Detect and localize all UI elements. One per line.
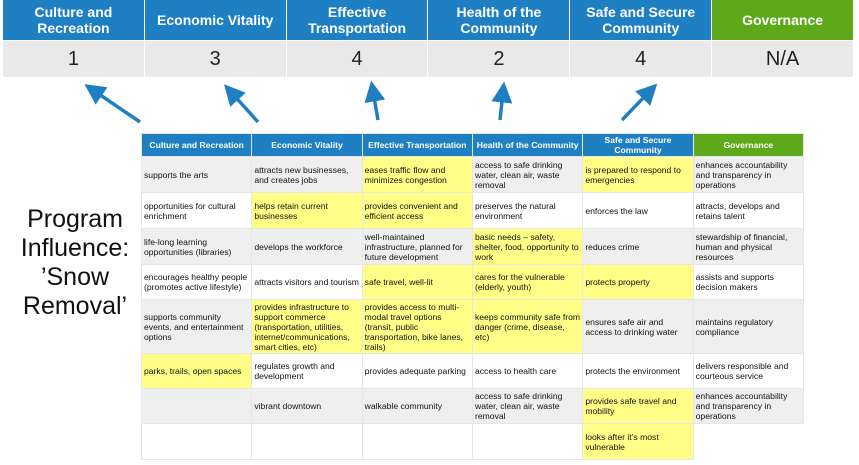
table-cell: enforces the law <box>582 192 694 229</box>
label-line: Removal’ <box>22 292 128 320</box>
arrow-icon <box>620 83 658 122</box>
table-cell: enhances accountability and transparency… <box>692 156 805 193</box>
table-row: encourages healthy people (promotes acti… <box>140 264 805 300</box>
score-value: N/A <box>712 40 854 77</box>
table-cell: attracts, develops and retains talent <box>692 192 805 229</box>
table-cell: safe travel, well-lit <box>361 264 473 300</box>
arrow-icon <box>491 81 513 121</box>
table-cell: preserves the natural environment <box>471 192 584 229</box>
score-value: 1 <box>3 40 145 77</box>
table-cell: delivers responsible and courteous servi… <box>692 353 805 389</box>
table-row: vibrant downtown walkable community access… <box>140 388 805 424</box>
table-cell: provides infrastructure to support comme… <box>251 299 363 354</box>
table-cell: assists and supports decision makers <box>692 264 805 300</box>
table-header-economic-vitality: Economic Vitality <box>251 133 363 157</box>
table-cell: well-maintained infrastructure, planned … <box>361 228 473 265</box>
table-cell: supports community events, and entertain… <box>140 299 253 354</box>
table-cell: stewardship of financial, human and phys… <box>692 228 805 265</box>
table-cell: provides adequate parking <box>361 353 473 389</box>
score-value: 4 <box>286 40 429 77</box>
table-cell: access to safe drinking water, clean air… <box>471 156 584 193</box>
table-cell <box>251 423 363 460</box>
table-cell: vibrant downtown <box>251 388 363 424</box>
label-line: ’Snow <box>40 263 110 291</box>
table-cell: attracts visitors and tourism <box>251 264 363 300</box>
score-header-health-of-the-community: Health of the Community <box>428 0 571 40</box>
score-header-governance: Governance <box>712 0 854 40</box>
arrow-icon <box>84 84 141 124</box>
table-row: looks after it’s most vulnerable <box>140 423 804 460</box>
table-cell <box>471 423 584 460</box>
table-cell: protects property <box>582 264 694 300</box>
influence-table: Culture and Recreation Economic Vitality E… <box>140 133 805 460</box>
score-header-effective-transportation: Effective Transportation <box>286 0 429 40</box>
table-row: supports community events, and entertain… <box>140 299 805 354</box>
table-row: opportunities for cultural enrichment hel… <box>140 192 805 229</box>
table-cell: access to health care <box>471 353 584 389</box>
table-cell: provides safe travel and mobility <box>582 388 694 424</box>
score-value: 3 <box>144 40 287 77</box>
table-cell: attracts new businesses, and creates job… <box>251 156 363 193</box>
table-cell: reduces crime <box>582 228 694 265</box>
table-cell: basic needs – safety, shelter, food, opp… <box>471 228 584 265</box>
table-cell <box>361 423 473 460</box>
table-cell: maintains regulatory compliance <box>692 299 805 354</box>
score-value: 4 <box>570 40 713 77</box>
table-cell: provides convenient and efficient access <box>361 192 473 229</box>
score-header-culture-and-recreation: Culture and Recreation <box>3 0 145 40</box>
table-header-effective-transportation: Effective Transportation <box>361 133 473 157</box>
table-cell: provides access to multi-modal travel op… <box>361 299 473 354</box>
score-header-safe-and-secure-community: Safe and Secure Community <box>570 0 713 40</box>
table-row: parks, trails, open spaces regulates grow… <box>140 353 805 389</box>
table-header-culture-and-recreation: Culture and Recreation <box>140 133 253 157</box>
table-header-governance: Governance <box>692 133 805 157</box>
table-cell: helps retain current businesses <box>251 192 363 229</box>
table-cell: looks after it’s most vulnerable <box>582 423 694 460</box>
table-cell: supports the arts <box>140 156 253 193</box>
table-cell: regulates growth and development <box>251 353 363 389</box>
table-cell: enhances accountability and transparency… <box>692 388 805 424</box>
table-cell <box>140 388 253 424</box>
table-header-safe-and-secure-community: Safe and Secure Community <box>582 133 694 157</box>
table-cell: access to safe drinking water, clean air… <box>471 388 584 424</box>
arrow-icon <box>223 84 260 124</box>
table-header-health-of-the-community: Health of the Community <box>471 133 584 157</box>
score-value: 2 <box>428 40 571 77</box>
table-cell: life-long learning opportunities (librar… <box>140 228 253 265</box>
program-influence-label: Program Influence: ’Snow Removal’ <box>2 205 148 321</box>
table-cell <box>140 423 253 460</box>
table-cell: develops the workforce <box>251 228 363 265</box>
table-cell: walkable community <box>361 388 473 424</box>
table-cell: protects the environment <box>582 353 694 389</box>
table-cell: is prepared to respond to emergencies <box>582 156 694 193</box>
table-cell: parks, trails, open spaces <box>140 353 253 389</box>
label-line: Program <box>27 205 123 233</box>
label-line: Influence: <box>20 234 130 262</box>
table-cell: ensures safe air and access to drinking … <box>582 299 694 354</box>
table-cell: encourages healthy people (promotes acti… <box>140 264 253 300</box>
table-cell: cares for the vulnerable (elderly, youth… <box>471 264 584 300</box>
table-row: life-long learning opportunities (librar… <box>140 228 805 265</box>
table-cell: keeps community safe from danger (crime,… <box>471 299 584 354</box>
table-cell <box>693 423 804 460</box>
score-summary: Culture and Recreation Economic Vitality E… <box>3 0 854 77</box>
table-cell: opportunities for cultural enrichment <box>140 192 253 229</box>
score-header-economic-vitality: Economic Vitality <box>144 0 287 40</box>
table-row: supports the arts attracts new businesses… <box>140 156 805 193</box>
table-cell: eases traffic flow and minimizes congest… <box>361 156 473 193</box>
arrow-icon <box>364 80 386 121</box>
